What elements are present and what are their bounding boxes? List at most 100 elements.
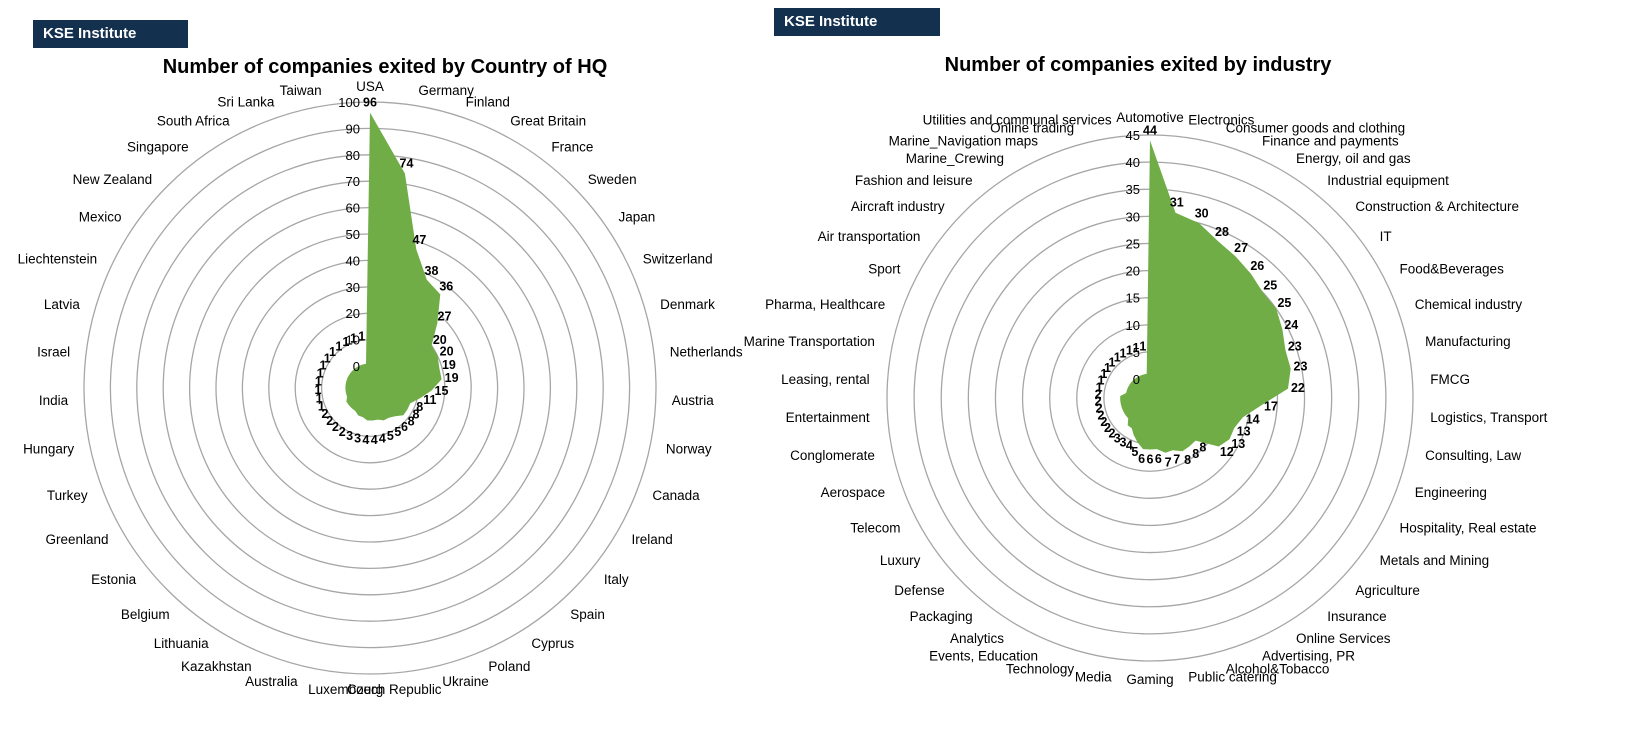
category-label-ireland: Ireland bbox=[632, 532, 673, 547]
value-label: 3 bbox=[1120, 435, 1127, 449]
category-label-netherlands: Netherlands bbox=[670, 345, 743, 360]
value-label: 26 bbox=[1250, 259, 1264, 273]
tick-label: 10 bbox=[346, 333, 360, 348]
category-label-food-beverages: Food&Beverages bbox=[1400, 262, 1505, 277]
category-label-hospitality-real-estate: Hospitality, Real estate bbox=[1400, 520, 1537, 535]
value-label: 20 bbox=[433, 333, 447, 347]
value-label: 2 bbox=[1098, 408, 1105, 422]
category-label-taiwan: Taiwan bbox=[280, 83, 322, 98]
category-label-cyprus: Cyprus bbox=[531, 636, 574, 651]
category-label-energy-oil-and-gas: Energy, oil and gas bbox=[1296, 151, 1411, 166]
grid-ring bbox=[886, 134, 1414, 662]
value-label: 1 bbox=[342, 335, 349, 349]
value-label: 5 bbox=[1131, 445, 1138, 459]
value-label: 11 bbox=[423, 393, 436, 407]
value-label: 31 bbox=[1170, 196, 1184, 210]
category-label-marine-crewing: Marine_Crewing bbox=[906, 151, 1004, 166]
category-label-sweden: Sweden bbox=[588, 172, 637, 187]
category-label-luxury: Luxury bbox=[880, 553, 921, 568]
tick-label: 35 bbox=[1126, 182, 1140, 197]
tick-label: 80 bbox=[346, 148, 360, 163]
value-label: 8 bbox=[413, 408, 420, 422]
tick-label: 45 bbox=[1126, 128, 1140, 143]
category-label-online-trading: Online trading bbox=[990, 120, 1074, 135]
brand-badge-right: KSE Institute bbox=[774, 8, 940, 36]
value-label: 1 bbox=[324, 352, 331, 366]
value-label: 6 bbox=[1147, 453, 1154, 467]
value-label: 8 bbox=[1192, 447, 1199, 461]
category-label-mexico: Mexico bbox=[79, 209, 122, 224]
category-label-sport: Sport bbox=[868, 262, 901, 277]
value-label: 4 bbox=[379, 432, 386, 446]
category-label-insurance: Insurance bbox=[1327, 609, 1386, 624]
value-label: 2 bbox=[322, 407, 329, 421]
value-label: 1 bbox=[1104, 361, 1111, 375]
value-label: 47 bbox=[412, 233, 426, 247]
category-label-spain: Spain bbox=[570, 607, 605, 622]
category-label-france: France bbox=[551, 140, 593, 155]
value-label: 1 bbox=[1098, 374, 1105, 388]
tick-label: 0 bbox=[1133, 372, 1140, 387]
category-label-consulting-law: Consulting, Law bbox=[1425, 448, 1521, 463]
value-label: 1 bbox=[1139, 340, 1146, 354]
category-label-conglomerate: Conglomerate bbox=[790, 448, 875, 463]
value-label: 6 bbox=[401, 420, 408, 434]
value-label: 1 bbox=[1114, 351, 1121, 365]
category-label-engineering: Engineering bbox=[1415, 485, 1487, 500]
category-label-chemical-industry: Chemical industry bbox=[1415, 297, 1523, 312]
value-label: 25 bbox=[1263, 279, 1277, 293]
tick-label: 0 bbox=[353, 359, 360, 374]
category-label-metals-and-mining: Metals and Mining bbox=[1380, 553, 1490, 568]
value-label: 6 bbox=[1138, 452, 1145, 466]
value-label: 8 bbox=[408, 415, 415, 429]
value-label: 2 bbox=[326, 414, 333, 428]
value-label: 1 bbox=[350, 332, 357, 346]
value-label: 2 bbox=[1109, 427, 1116, 441]
category-label-new-zealand: New Zealand bbox=[73, 172, 153, 187]
value-label: 96 bbox=[363, 96, 377, 110]
category-label-it: IT bbox=[1380, 229, 1392, 244]
category-label-electronics: Electronics bbox=[1188, 113, 1254, 128]
value-label: 1 bbox=[1109, 356, 1116, 370]
value-label: 36 bbox=[439, 279, 453, 293]
category-label-ukraine: Ukraine bbox=[442, 674, 489, 689]
value-label: 44 bbox=[1143, 123, 1157, 137]
category-label-defense: Defense bbox=[894, 583, 944, 598]
value-label: 1 bbox=[335, 339, 342, 353]
value-label: 27 bbox=[1234, 241, 1248, 255]
tick-label: 30 bbox=[346, 280, 360, 295]
category-label-canada: Canada bbox=[652, 488, 700, 503]
category-label-luxembourg: Luxembourg bbox=[308, 682, 383, 697]
brand-badge-left: KSE Institute bbox=[33, 20, 188, 48]
tick-label: 20 bbox=[346, 306, 360, 321]
value-label: 17 bbox=[1264, 399, 1278, 413]
category-label-public-catering: Public catering bbox=[1188, 669, 1277, 684]
tick-label: 30 bbox=[1126, 209, 1140, 224]
category-label-usa: USA bbox=[356, 79, 384, 94]
category-label-alcohol-tobacco: Alcohol&Tobacco bbox=[1226, 662, 1330, 677]
category-label-greenland: Greenland bbox=[45, 532, 108, 547]
value-label: 13 bbox=[1231, 437, 1245, 451]
value-label: 1 bbox=[1100, 367, 1107, 381]
category-label-industrial-equipment: Industrial equipment bbox=[1327, 173, 1449, 188]
value-label: 4 bbox=[362, 433, 369, 447]
value-label: 7 bbox=[1165, 456, 1172, 470]
value-label: 1 bbox=[329, 345, 336, 359]
value-label: 15 bbox=[435, 384, 449, 398]
value-label: 3 bbox=[346, 429, 353, 443]
category-label-singapore: Singapore bbox=[127, 140, 189, 155]
category-label-norway: Norway bbox=[666, 441, 712, 456]
category-label-belgium: Belgium bbox=[121, 607, 170, 622]
category-label-sri-lanka: Sri Lanka bbox=[217, 95, 275, 110]
value-label: 1 bbox=[1096, 380, 1103, 394]
value-label: 1 bbox=[315, 375, 322, 389]
category-label-marine-transportation: Marine Transportation bbox=[744, 334, 875, 349]
category-label-online-services: Online Services bbox=[1296, 631, 1391, 646]
value-label: 5 bbox=[387, 429, 394, 443]
value-label: 1 bbox=[1126, 343, 1133, 357]
category-label-austria: Austria bbox=[672, 393, 715, 408]
value-label: 5 bbox=[394, 425, 401, 439]
value-label: 30 bbox=[1195, 206, 1209, 220]
